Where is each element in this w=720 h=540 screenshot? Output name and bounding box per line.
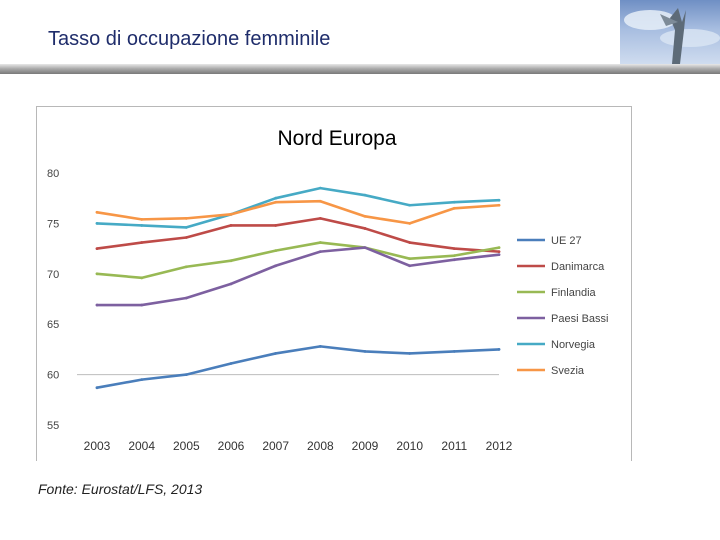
data-point — [408, 264, 412, 268]
x-tick-label: 2005 — [173, 439, 200, 453]
series-svezia — [95, 199, 501, 225]
data-point — [363, 227, 367, 230]
data-point — [140, 303, 144, 307]
data-point — [274, 249, 278, 253]
x-tick-label: 2011 — [441, 439, 467, 453]
data-point — [408, 352, 412, 355]
data-point — [318, 250, 322, 254]
data-point — [497, 348, 501, 351]
data-point — [363, 193, 367, 197]
x-tick-label: 2010 — [396, 439, 423, 453]
data-point — [184, 373, 188, 376]
legend-label: Paesi Bassi — [551, 313, 608, 325]
data-point — [497, 203, 501, 207]
header-divider-bar — [0, 64, 720, 74]
data-point — [318, 216, 322, 220]
x-tick-label: 2004 — [128, 439, 155, 453]
data-point — [95, 272, 99, 276]
data-point — [363, 350, 367, 353]
data-point — [140, 217, 144, 221]
data-point — [497, 246, 501, 249]
data-point — [408, 257, 412, 261]
data-point — [184, 265, 188, 269]
legend-label: Svezia — [551, 365, 585, 377]
data-point — [140, 378, 144, 382]
data-point — [229, 362, 233, 365]
y-tick-label: 60 — [47, 370, 59, 382]
series-danimarca — [95, 216, 501, 254]
series-norvegia — [95, 186, 501, 229]
y-tick-label: 65 — [47, 319, 59, 331]
data-point — [184, 216, 188, 220]
data-point — [140, 241, 144, 244]
data-point — [452, 258, 456, 262]
x-tick-label: 2006 — [218, 439, 245, 453]
chart-title: Nord Europa — [277, 127, 396, 150]
data-point — [140, 276, 144, 280]
data-point — [95, 303, 99, 307]
line-chart: Nord Europa 80 75 70 65 60 55 2003 2004 2005 200… — [47, 127, 608, 453]
series-paesi-bassi — [95, 246, 501, 307]
data-point — [452, 254, 456, 258]
y-tick-label: 70 — [47, 269, 59, 281]
legend-label: Danimarca — [551, 261, 605, 273]
data-point — [229, 259, 233, 263]
data-point — [452, 247, 456, 251]
data-point — [95, 247, 99, 251]
data-point — [184, 236, 188, 239]
data-point — [229, 224, 233, 227]
series-ue-27 — [95, 344, 501, 390]
data-point — [408, 241, 412, 244]
series-line — [95, 241, 501, 280]
x-tick-label: 2008 — [307, 439, 334, 453]
data-point — [363, 214, 367, 218]
data-point — [497, 253, 501, 257]
data-point — [95, 386, 99, 390]
series-line — [95, 246, 501, 307]
legend-label: UE 27 — [551, 235, 582, 247]
data-point — [497, 198, 501, 202]
series-finlandia — [95, 241, 501, 280]
series-line — [95, 199, 501, 225]
data-point — [229, 282, 233, 286]
x-tick-label: 2012 — [486, 439, 513, 453]
y-tick-label: 80 — [47, 168, 59, 180]
data-point — [95, 210, 99, 214]
data-point — [318, 186, 322, 190]
data-point — [274, 264, 278, 268]
data-point — [408, 222, 412, 225]
data-point — [184, 296, 188, 300]
data-point — [318, 241, 322, 244]
series-line — [95, 217, 501, 253]
legend-label: Norvegia — [551, 339, 596, 351]
data-point — [452, 350, 456, 353]
x-tick-label: 2009 — [352, 439, 379, 453]
source-note: Fonte: Eurostat/LFS, 2013 — [38, 481, 203, 497]
data-point — [274, 224, 278, 227]
data-point — [408, 203, 412, 207]
data-point — [229, 212, 233, 216]
data-point — [140, 224, 144, 227]
series-line — [95, 345, 501, 390]
data-point — [274, 352, 278, 355]
data-point — [274, 200, 278, 204]
legend-label: Finlandia — [551, 287, 597, 299]
data-point — [318, 344, 322, 348]
x-tick-label: 2003 — [84, 439, 111, 453]
data-point — [318, 199, 322, 203]
y-tick-label: 75 — [47, 218, 59, 230]
data-point — [497, 250, 501, 254]
data-point — [274, 196, 278, 200]
data-point — [363, 246, 367, 249]
data-point — [452, 206, 456, 210]
data-point — [95, 222, 99, 225]
y-tick-label: 55 — [47, 420, 59, 432]
x-tick-label: 2007 — [262, 439, 289, 453]
sculpture-photo-icon — [620, 0, 720, 64]
slide-title: Tasso di occupazione femminile — [48, 28, 331, 50]
series-line — [95, 186, 501, 229]
data-point — [184, 226, 188, 229]
data-point — [452, 200, 456, 204]
chart-frame: Nord Europa 80 75 70 65 60 55 2003 2004 2005 200… — [36, 106, 632, 461]
